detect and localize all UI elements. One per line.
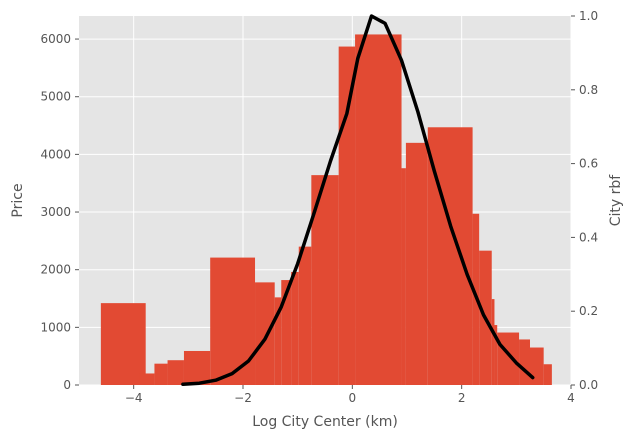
- y2-tick-label: 0.6: [579, 157, 598, 171]
- y2-tick-label: 0.0: [579, 378, 598, 392]
- ticks: −4 −2 0 2 4 0 1000 2000 3000 4000 5000 6000 0.0 0.2 0.…: [40, 9, 598, 405]
- y2-tick-label: 0.8: [579, 83, 598, 97]
- y-axis-label: Price: [10, 183, 26, 217]
- y-tick-label: 0: [63, 378, 71, 392]
- histogram-bar: [210, 257, 256, 385]
- y-tick-label: 5000: [40, 90, 71, 104]
- x-tick-label: 2: [458, 391, 466, 405]
- y-tick-label: 4000: [40, 147, 71, 161]
- y-tick-label: 6000: [40, 32, 71, 46]
- histogram-bar: [154, 363, 168, 385]
- x-tick-label: 0: [349, 391, 357, 405]
- histogram-bar: [543, 364, 552, 385]
- histogram-bar: [100, 303, 146, 385]
- y2-tick-label: 0.2: [579, 304, 598, 318]
- y2-axis-label: City rbf: [608, 174, 624, 227]
- x-tick-label: −4: [125, 391, 143, 405]
- y2-tick-label: 0.4: [579, 230, 598, 244]
- histogram-bar: [530, 347, 544, 385]
- histogram-bar: [491, 299, 495, 385]
- rbf-curve: [181, 14, 535, 387]
- histogram-bar: [355, 34, 402, 385]
- histogram-bar: [281, 280, 292, 385]
- y-tick-label: 1000: [40, 320, 71, 334]
- histogram-bar: [405, 142, 428, 385]
- histogram-bar: [497, 332, 520, 385]
- y2-tick-label: 1.0: [579, 9, 598, 23]
- histogram-bar: [401, 168, 406, 385]
- y-tick-label: 2000: [40, 263, 71, 277]
- histogram-bar: [274, 297, 282, 385]
- histogram-bar: [494, 325, 498, 385]
- x-tick-label: −2: [234, 391, 252, 405]
- histogram-bar: [139, 373, 155, 385]
- histogram-bar: [183, 350, 211, 385]
- y-tick-label: 3000: [40, 205, 71, 219]
- x-axis-label: Log City Center (km): [252, 414, 398, 430]
- histogram-bar: [298, 246, 312, 385]
- histogram-bar: [167, 360, 184, 385]
- histogram-bar: [519, 339, 530, 385]
- histogram-bar: [255, 282, 275, 385]
- histogram-bar: [291, 271, 299, 385]
- histogram-bar: [338, 46, 356, 386]
- x-tick-label: 4: [567, 391, 575, 405]
